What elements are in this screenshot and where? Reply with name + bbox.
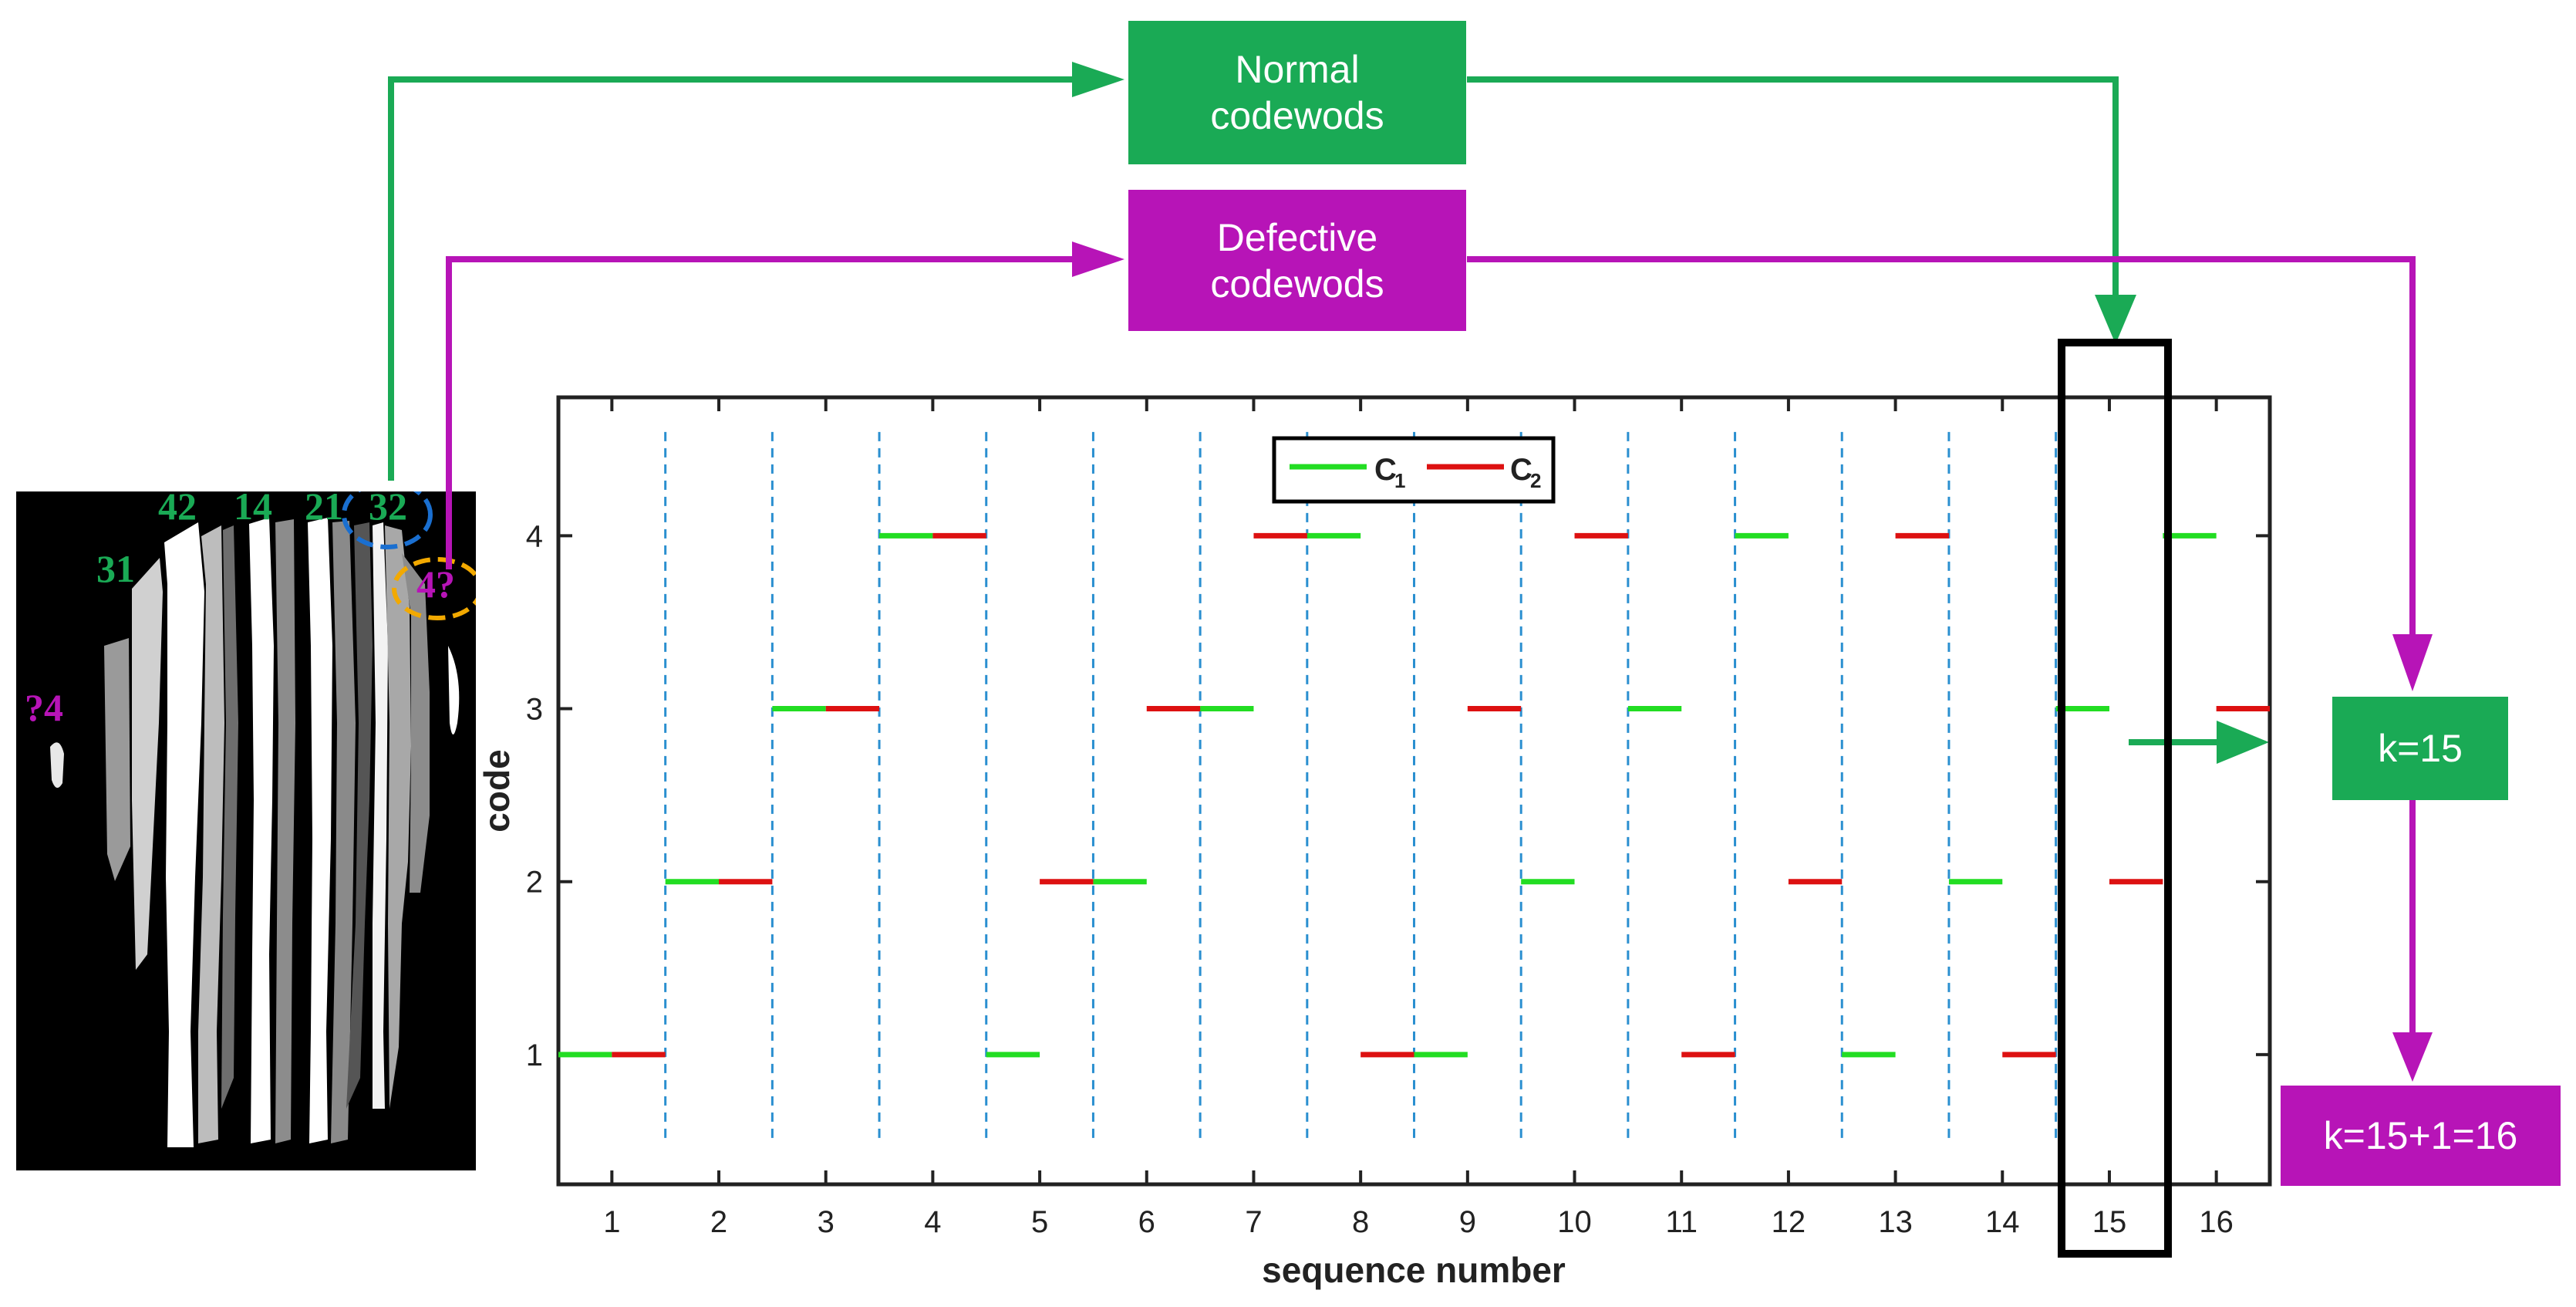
arrow-down-to-chart bbox=[2095, 295, 2136, 344]
highlight-box-seq-15 bbox=[2058, 339, 2172, 1258]
y-tick-label-1: 1 bbox=[526, 1039, 543, 1072]
x-tick-label-14: 14 bbox=[1985, 1205, 2020, 1239]
arrow-to-normal-box bbox=[1072, 62, 1124, 97]
defective-box-line1: Defective bbox=[1216, 215, 1378, 259]
x-tick-label-7: 7 bbox=[1245, 1205, 1262, 1239]
x-tick-label-15: 15 bbox=[2092, 1205, 2127, 1239]
stripe-darkgrey-1 bbox=[221, 525, 238, 1109]
defective-path bbox=[446, 256, 2416, 1034]
stripe-fragment-left bbox=[50, 742, 64, 789]
x-tick-label-3: 3 bbox=[818, 1205, 835, 1239]
defective-codewords-box: Defective codewods bbox=[1128, 190, 1466, 331]
x-tick-label-10: 10 bbox=[1557, 1205, 1592, 1239]
legend-c1-label: C bbox=[1374, 453, 1397, 487]
chart-axes-box bbox=[556, 395, 2272, 1187]
stripe-left-main bbox=[132, 558, 163, 970]
stripe-grey-5 bbox=[402, 553, 430, 893]
blue-dashed-ring bbox=[342, 491, 433, 549]
x-tick-label-13: 13 bbox=[1878, 1205, 1913, 1239]
stripe-white-4 bbox=[373, 522, 388, 1109]
y-axis-ticks: 1 2 3 4 bbox=[526, 519, 2270, 1072]
stripe-label-31: 31 bbox=[96, 547, 135, 590]
y-tick-label-3: 3 bbox=[526, 693, 543, 727]
arrow-to-k-box bbox=[2217, 721, 2269, 764]
stripe-white-1 bbox=[164, 522, 204, 1147]
normal-arrowheads bbox=[1072, 62, 2269, 764]
y-axis-label: code bbox=[477, 749, 517, 832]
stripe-white-3 bbox=[308, 518, 332, 1143]
stripe-31 bbox=[104, 638, 130, 881]
y-tick-label-4: 4 bbox=[526, 519, 543, 553]
x-tick-label-2: 2 bbox=[710, 1205, 727, 1239]
x-tick-label-5: 5 bbox=[1031, 1205, 1048, 1239]
stripe-label-14: 14 bbox=[234, 491, 272, 528]
legend-box bbox=[1272, 436, 1556, 504]
x-tick-label-8: 8 bbox=[1352, 1205, 1369, 1239]
stripe-label-21: 21 bbox=[305, 491, 343, 528]
code-segments bbox=[558, 532, 2270, 1058]
legend-c1-subscript: 1 bbox=[1394, 469, 1405, 492]
stripe-darkgrey-3 bbox=[346, 522, 373, 1109]
x-axis-ticks: 1 2 3 4 5 6 7 8 9 10 11 12 13 14 15 16 bbox=[603, 397, 2234, 1239]
x-tick-label-12: 12 bbox=[1772, 1205, 1806, 1239]
defective-box-line2: codewods bbox=[1210, 262, 1384, 306]
legend-c2-subscript: 2 bbox=[1530, 469, 1541, 492]
normal-box-line1: Normal bbox=[1235, 48, 1360, 91]
x-tick-label-1: 1 bbox=[603, 1205, 620, 1239]
stripe-label-q4: ?4 bbox=[25, 686, 63, 729]
k-value-box: k=15 bbox=[2332, 697, 2508, 800]
k-value-text: k=15 bbox=[2378, 727, 2463, 770]
arrow-down-to-result-box bbox=[2392, 1032, 2433, 1082]
defective-arrowheads bbox=[1072, 241, 2433, 1082]
x-axis-label: sequence number bbox=[1262, 1250, 1566, 1290]
stripe-grey-4 bbox=[385, 525, 411, 1109]
legend-c2-label: C bbox=[1510, 453, 1532, 487]
stripe-fragment-right bbox=[448, 646, 460, 735]
k-result-text: k=15+1=16 bbox=[2323, 1114, 2518, 1157]
normal-path bbox=[388, 76, 2219, 745]
stripe-grey-1 bbox=[198, 525, 224, 1143]
y-tick-label-2: 2 bbox=[526, 866, 543, 900]
normal-box-line2: codewods bbox=[1210, 94, 1384, 137]
x-tick-label-11: 11 bbox=[1665, 1205, 1698, 1239]
arrow-to-defective-box bbox=[1072, 241, 1124, 277]
stripe-grey-3 bbox=[331, 521, 356, 1143]
x-tick-label-6: 6 bbox=[1138, 1205, 1155, 1239]
sequence-dividers bbox=[664, 431, 2058, 1141]
x-tick-label-9: 9 bbox=[1459, 1205, 1476, 1239]
k-result-box: k=15+1=16 bbox=[2281, 1086, 2561, 1186]
normal-codewords-box: Normal codewods bbox=[1128, 21, 1466, 164]
stripe-label-32: 32 bbox=[369, 491, 407, 528]
x-tick-label-4: 4 bbox=[924, 1205, 941, 1239]
stripe-grey-2 bbox=[275, 519, 295, 1143]
arrow-down-to-k-box bbox=[2392, 634, 2433, 691]
stripe-label-4q: 4? bbox=[416, 562, 455, 606]
stripe-label-42: 42 bbox=[158, 491, 197, 528]
stripe-white-2 bbox=[249, 518, 274, 1143]
orange-dashed-ring bbox=[392, 557, 476, 620]
chart-legend: C 1 C 2 bbox=[1272, 436, 1556, 504]
x-tick-label-16: 16 bbox=[2199, 1205, 2234, 1239]
fringe-stripe-image: 31 42 14 21 32 4? ?4 bbox=[16, 491, 476, 1170]
